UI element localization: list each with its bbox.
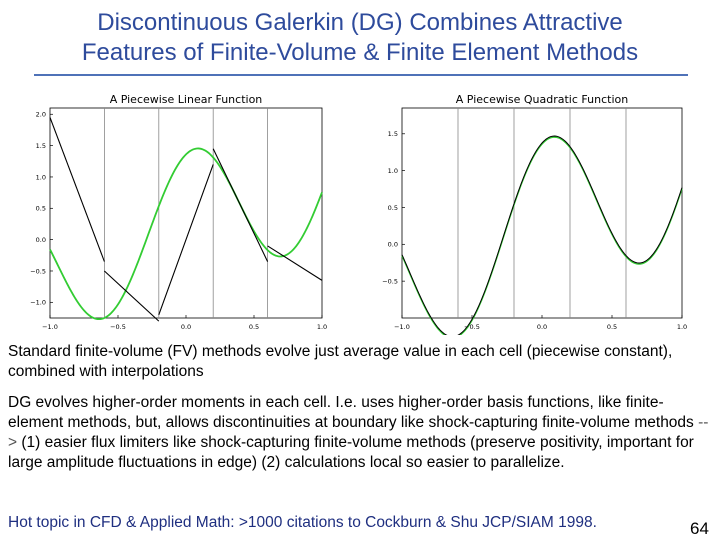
slide-title: Discontinuous Galerkin (DG) Combines Att… xyxy=(0,8,720,68)
dg-arrow: --> xyxy=(8,414,709,451)
y-tick-label: 0.5 xyxy=(388,204,398,212)
quadratic-segment xyxy=(513,135,571,204)
chart-title: A Piecewise Linear Function xyxy=(110,93,263,106)
x-tick-label: −1.0 xyxy=(42,323,58,331)
quadratic-segment xyxy=(401,254,458,335)
linear-segment xyxy=(212,148,269,262)
x-tick-label: 0.5 xyxy=(607,323,617,331)
x-tick-label: −0.5 xyxy=(110,323,126,331)
y-tick-label: 1.0 xyxy=(36,173,46,181)
piecewise-linear-chart: A Piecewise Linear Function −1.0 −0.5 0.0 0.… xyxy=(30,93,327,331)
quadratic-segment xyxy=(625,187,683,264)
linear-segment xyxy=(104,270,160,322)
x-tick-label: −0.5 xyxy=(464,323,480,331)
fv-description: Standard finite-volume (FV) methods evol… xyxy=(8,343,673,380)
y-tick-label: 0.0 xyxy=(36,236,46,244)
title-line-1: Discontinuous Galerkin (DG) Combines Att… xyxy=(97,9,623,36)
title-line-2: Features of Finite-Volume & Finite Eleme… xyxy=(81,39,639,66)
dg-text-a: DG evolves higher-order moments in each … xyxy=(8,394,699,431)
x-tick-label: 0.0 xyxy=(181,323,191,331)
y-tick-label: 0.5 xyxy=(36,205,46,213)
linear-segment xyxy=(267,245,323,281)
x-tick-label: 0.0 xyxy=(537,323,547,331)
y-tick-label: −1.0 xyxy=(30,299,46,307)
x-tick-label: 1.0 xyxy=(317,323,327,331)
y-tick-label: 1.0 xyxy=(388,167,398,175)
y-tick-label: 2.0 xyxy=(36,111,46,119)
x-tick-label: 1.0 xyxy=(677,323,687,331)
linear-segment xyxy=(49,117,105,262)
exact-function-line xyxy=(401,136,683,335)
exact-function-line xyxy=(49,147,323,321)
y-tick-label: −0.5 xyxy=(382,277,398,285)
quadratic-segment xyxy=(569,146,627,256)
x-tick-label: 0.5 xyxy=(249,323,259,331)
y-tick-label: 1.5 xyxy=(388,130,398,138)
title-underline xyxy=(34,74,688,76)
footer-note: Hot topic in CFD & Applied Math: >1000 c… xyxy=(8,514,597,531)
chart-title: A Piecewise Quadratic Function xyxy=(456,93,628,106)
quadratic-segment xyxy=(457,203,515,335)
y-tick-label: 0.0 xyxy=(388,241,398,249)
dg-description: DG evolves higher-order moments in each … xyxy=(8,393,712,473)
piecewise-quadratic-chart: A Piecewise Quadratic Function −1.0 −0.5 0.… xyxy=(382,93,687,335)
x-tick-label: −1.0 xyxy=(394,323,410,331)
plot-frame xyxy=(49,107,323,319)
page-number: 64 xyxy=(690,519,709,538)
y-tick-label: 1.5 xyxy=(36,142,46,150)
linear-segment xyxy=(158,164,214,316)
dg-text-b: (1) easier flux limiters like shock-capt… xyxy=(8,434,694,471)
plot-frame xyxy=(401,107,683,319)
y-tick-label: −0.5 xyxy=(30,267,46,275)
